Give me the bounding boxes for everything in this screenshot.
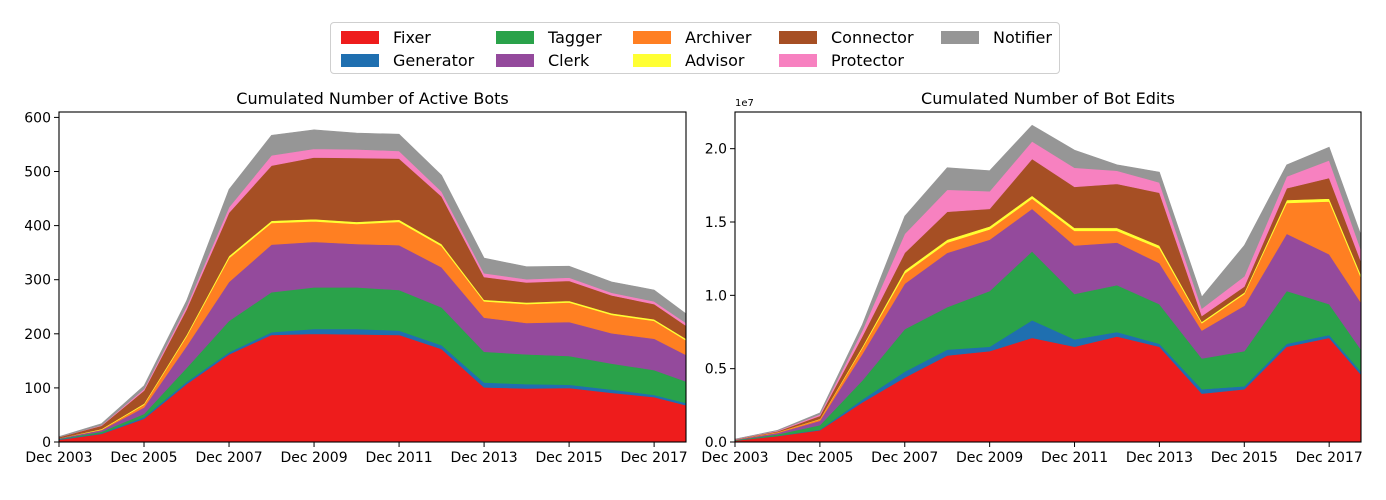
legend-swatch-connector	[779, 30, 817, 44]
legend-item-archiver: Archiver	[633, 27, 751, 47]
legend-label: Archiver	[685, 27, 752, 47]
bot-edits-xtick-label: Dec 2003	[701, 450, 768, 466]
active-bots-ytick-label: 200	[24, 327, 51, 343]
bot-edits-xtick-label: Dec 2015	[1211, 450, 1278, 466]
active-bots-axes-frame	[58, 111, 687, 443]
bot-edits-axes-frame	[734, 111, 1362, 443]
bot-edits-xtick-label: Dec 2005	[786, 450, 853, 466]
bot-edits-ytick-label: 1.0	[705, 288, 727, 304]
legend-label: Tagger	[548, 27, 602, 47]
bot-edits-xtick-label: Dec 2017	[1296, 450, 1363, 466]
legend-item-clerk: Clerk	[496, 50, 589, 70]
active-bots-ytick-label: 500	[24, 165, 51, 181]
bot-edits-chart: 0.0 0.5 1.0 1.5 2.0 Dec 2003 Dec 2005 Dec 2007 D…	[701, 89, 1363, 466]
bot-edits-ytick-label: 2.0	[705, 142, 727, 158]
legend-label: Notifier	[993, 27, 1052, 47]
legend-swatch-tagger	[496, 30, 534, 44]
active-bots-ytick-label: 300	[24, 273, 51, 289]
active-bots-ytick-label: 400	[24, 219, 51, 235]
active-bots-xtick-label: Dec 2017	[621, 450, 688, 466]
active-bots-ytick-label: 0	[42, 435, 51, 451]
bot-edits-xtick-label: Dec 2013	[1126, 450, 1193, 466]
bot-edits-xtick-label: Dec 2011	[1041, 450, 1108, 466]
active-bots-ytick-label: 600	[24, 110, 51, 126]
bot-edits-ytick-label: 0.0	[705, 435, 727, 451]
active-bots-title: Cumulated Number of Active Bots	[236, 89, 508, 108]
legend-label: Protector	[831, 50, 904, 70]
active-bots-ytick-label: 100	[24, 381, 51, 397]
legend-swatch-clerk	[496, 53, 534, 67]
bot-edits-plot	[734, 124, 1362, 443]
legend-item-notifier: Notifier	[941, 27, 1052, 47]
legend-label: Connector	[831, 27, 914, 47]
legend-item-protector: Protector	[779, 50, 904, 70]
legend: Fixer Generator Tagger Clerk Archiver Advisor…	[330, 22, 1060, 74]
legend-item-tagger: Tagger	[496, 27, 602, 47]
active-bots-xtick-label: Dec 2009	[280, 450, 347, 466]
legend-label: Generator	[393, 50, 475, 70]
active-bots-plot	[58, 129, 687, 443]
legend-label: Fixer	[393, 27, 431, 47]
legend-item-fixer: Fixer	[341, 27, 431, 47]
bot-edits-xtick-label: Dec 2009	[956, 450, 1023, 466]
bot-edits-y-offset-text: 1e7	[735, 98, 754, 109]
bot-edits-xtick-label: Dec 2007	[871, 450, 938, 466]
active-bots-xtick-label: Dec 2011	[365, 450, 432, 466]
bot-edits-ytick-label: 1.5	[705, 215, 727, 231]
active-bots-xtick-label: Dec 2015	[536, 450, 603, 466]
legend-item-connector: Connector	[779, 27, 914, 47]
legend-swatch-generator	[341, 53, 379, 67]
legend-swatch-archiver	[633, 30, 671, 44]
legend-item-advisor: Advisor	[633, 50, 744, 70]
active-bots-xtick-label: Dec 2013	[450, 450, 517, 466]
legend-label: Advisor	[685, 50, 745, 70]
legend-label: Clerk	[548, 50, 590, 70]
legend-swatch-advisor	[633, 53, 671, 67]
legend-swatch-protector	[779, 53, 817, 67]
bot-edits-ytick-label: 0.5	[705, 362, 727, 378]
legend-swatch-notifier	[941, 30, 979, 44]
active-bots-xtick-label: Dec 2007	[195, 450, 262, 466]
bot-edits-title: Cumulated Number of Bot Edits	[921, 89, 1175, 108]
active-bots-chart: 0 100 200 300 400 500 600 Dec 2003 Dec 2005 Dec 2…	[24, 89, 688, 466]
active-bots-xtick-label: Dec 2005	[110, 450, 177, 466]
legend-item-generator: Generator	[341, 50, 474, 70]
active-bots-xtick-label: Dec 2003	[25, 450, 92, 466]
legend-swatch-fixer	[341, 30, 379, 44]
